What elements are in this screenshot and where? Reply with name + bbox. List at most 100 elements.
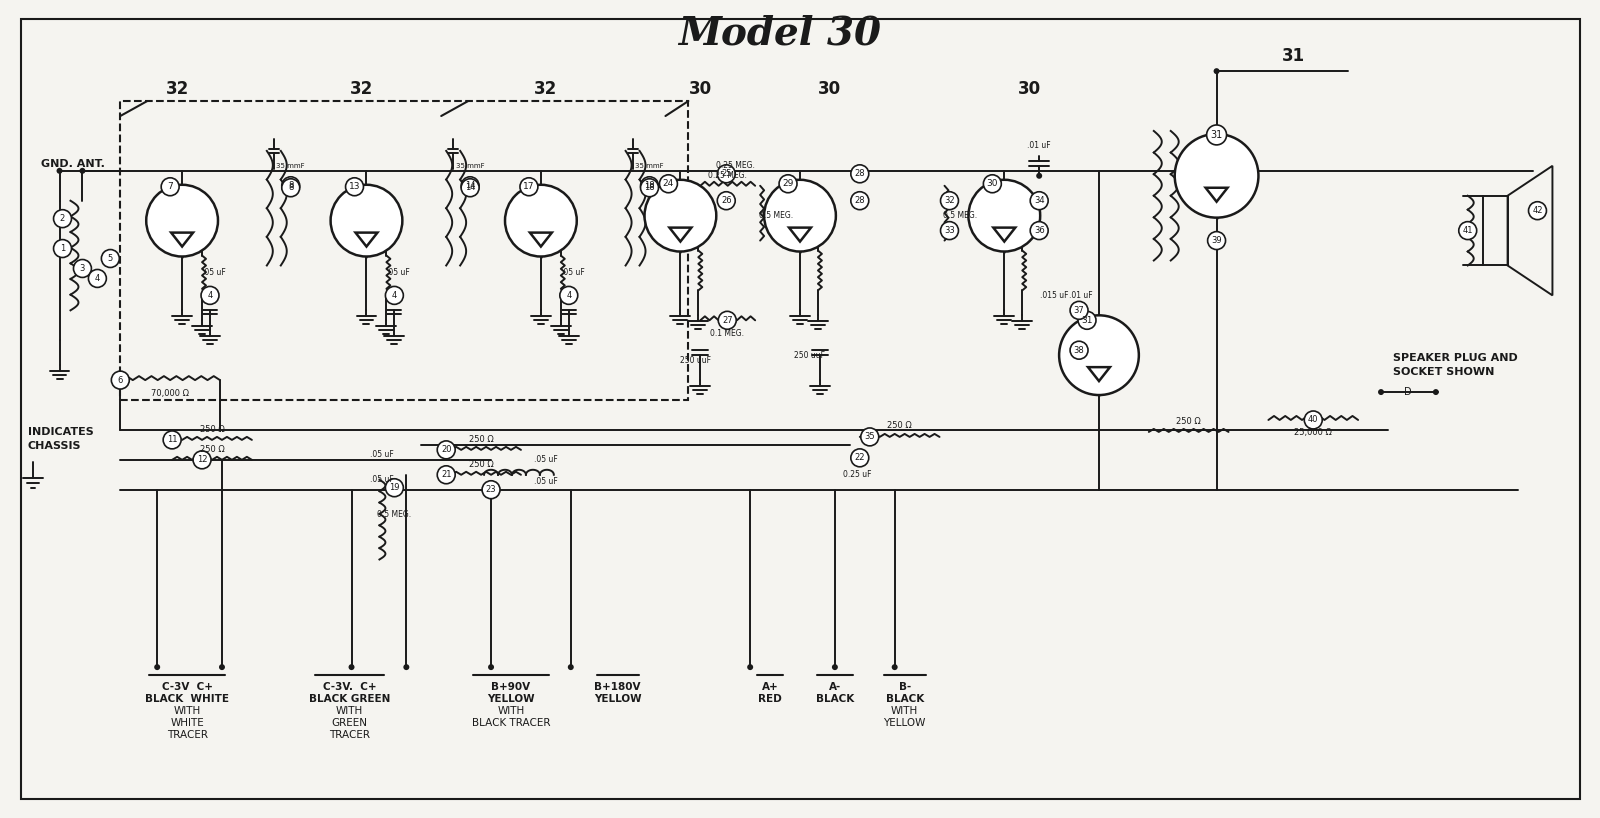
Text: 19: 19 — [389, 483, 400, 492]
Circle shape — [1434, 389, 1438, 395]
Text: 40: 40 — [1309, 416, 1318, 425]
Text: 25: 25 — [722, 169, 731, 178]
Circle shape — [403, 664, 410, 670]
Text: 0.25 MEG.: 0.25 MEG. — [715, 161, 755, 170]
Circle shape — [659, 175, 677, 193]
Circle shape — [101, 249, 120, 267]
Circle shape — [482, 481, 501, 499]
Text: 6: 6 — [118, 375, 123, 384]
Text: 14: 14 — [466, 182, 475, 191]
Circle shape — [162, 178, 179, 196]
Text: 34: 34 — [1034, 196, 1045, 205]
Text: 12: 12 — [197, 456, 208, 465]
Text: A-: A- — [829, 682, 842, 692]
Circle shape — [851, 165, 869, 182]
Circle shape — [282, 179, 299, 196]
Text: 32: 32 — [944, 196, 955, 205]
Circle shape — [1030, 191, 1048, 209]
Text: 32: 32 — [350, 80, 373, 98]
Text: RED: RED — [758, 694, 782, 704]
Text: 2: 2 — [59, 214, 66, 223]
Text: 4: 4 — [566, 291, 571, 300]
Text: 14: 14 — [466, 183, 475, 192]
Text: 28: 28 — [854, 169, 866, 178]
Circle shape — [779, 175, 797, 193]
Text: 4: 4 — [208, 291, 213, 300]
Circle shape — [53, 209, 72, 227]
Text: 13: 13 — [349, 182, 360, 191]
Circle shape — [1078, 312, 1096, 330]
Text: 250 Ω: 250 Ω — [469, 461, 493, 470]
Text: .05 uF: .05 uF — [370, 475, 394, 484]
Circle shape — [861, 428, 878, 446]
Circle shape — [560, 286, 578, 304]
Circle shape — [851, 191, 869, 209]
Text: 41: 41 — [1462, 226, 1474, 235]
Circle shape — [349, 664, 355, 670]
Text: 8: 8 — [288, 182, 293, 191]
Text: SPEAKER PLUG AND: SPEAKER PLUG AND — [1394, 353, 1518, 363]
Text: 0.25 MEG.: 0.25 MEG. — [707, 171, 747, 180]
Circle shape — [717, 191, 736, 209]
Circle shape — [645, 180, 717, 252]
Circle shape — [1070, 301, 1088, 319]
Circle shape — [194, 451, 211, 469]
Text: 39: 39 — [1211, 236, 1222, 245]
Circle shape — [461, 177, 478, 195]
Text: 3: 3 — [80, 264, 85, 273]
Circle shape — [968, 180, 1040, 252]
Text: 31: 31 — [1211, 130, 1222, 140]
Circle shape — [437, 465, 454, 483]
Circle shape — [1528, 202, 1547, 220]
Text: 0.1 MEG.: 0.1 MEG. — [710, 329, 744, 338]
Text: 250 uuF: 250 uuF — [795, 351, 826, 360]
Circle shape — [747, 664, 754, 670]
Text: GREEN: GREEN — [331, 718, 368, 728]
Text: 30: 30 — [1018, 80, 1040, 98]
Circle shape — [520, 178, 538, 196]
Text: 18: 18 — [645, 182, 654, 191]
Circle shape — [506, 185, 576, 257]
Circle shape — [282, 177, 299, 195]
Circle shape — [640, 177, 659, 195]
Text: 0.25 uF: 0.25 uF — [843, 470, 870, 479]
Circle shape — [219, 664, 226, 670]
Circle shape — [146, 185, 218, 257]
Text: 21: 21 — [442, 470, 451, 479]
Circle shape — [154, 664, 160, 670]
Text: D: D — [1405, 387, 1411, 397]
Text: .05 uF: .05 uF — [370, 451, 394, 460]
Text: .01 uF: .01 uF — [1069, 291, 1093, 300]
Text: 23: 23 — [486, 485, 496, 494]
Text: 31: 31 — [1082, 316, 1093, 325]
Text: 5: 5 — [107, 254, 114, 263]
Text: B+180V: B+180V — [594, 682, 642, 692]
Text: YELLOW: YELLOW — [594, 694, 642, 704]
Circle shape — [346, 178, 363, 196]
Text: B+90V: B+90V — [491, 682, 531, 692]
Text: YELLOW: YELLOW — [883, 718, 926, 728]
Text: 35 mmF: 35 mmF — [277, 163, 306, 169]
Circle shape — [488, 664, 494, 670]
Text: 30: 30 — [818, 80, 842, 98]
Circle shape — [1174, 134, 1259, 218]
Text: WITH: WITH — [336, 706, 363, 716]
Circle shape — [56, 168, 62, 173]
Text: YELLOW: YELLOW — [486, 694, 534, 704]
Text: BLACK  WHITE: BLACK WHITE — [146, 694, 229, 704]
Text: 17: 17 — [523, 182, 534, 191]
Text: 30: 30 — [688, 80, 712, 98]
Text: 18: 18 — [645, 183, 654, 192]
Text: 25,000 Ω: 25,000 Ω — [1294, 429, 1333, 438]
Circle shape — [1459, 222, 1477, 240]
Text: WITH: WITH — [498, 706, 525, 716]
Text: 0.5 MEG.: 0.5 MEG. — [378, 510, 411, 519]
Circle shape — [386, 479, 403, 497]
Text: 35 mmF: 35 mmF — [635, 163, 664, 169]
Text: BLACK GREEN: BLACK GREEN — [309, 694, 390, 704]
Text: 28: 28 — [854, 196, 866, 205]
Circle shape — [1037, 173, 1042, 179]
Circle shape — [640, 179, 659, 196]
Circle shape — [437, 441, 454, 459]
Text: 32: 32 — [534, 80, 557, 98]
